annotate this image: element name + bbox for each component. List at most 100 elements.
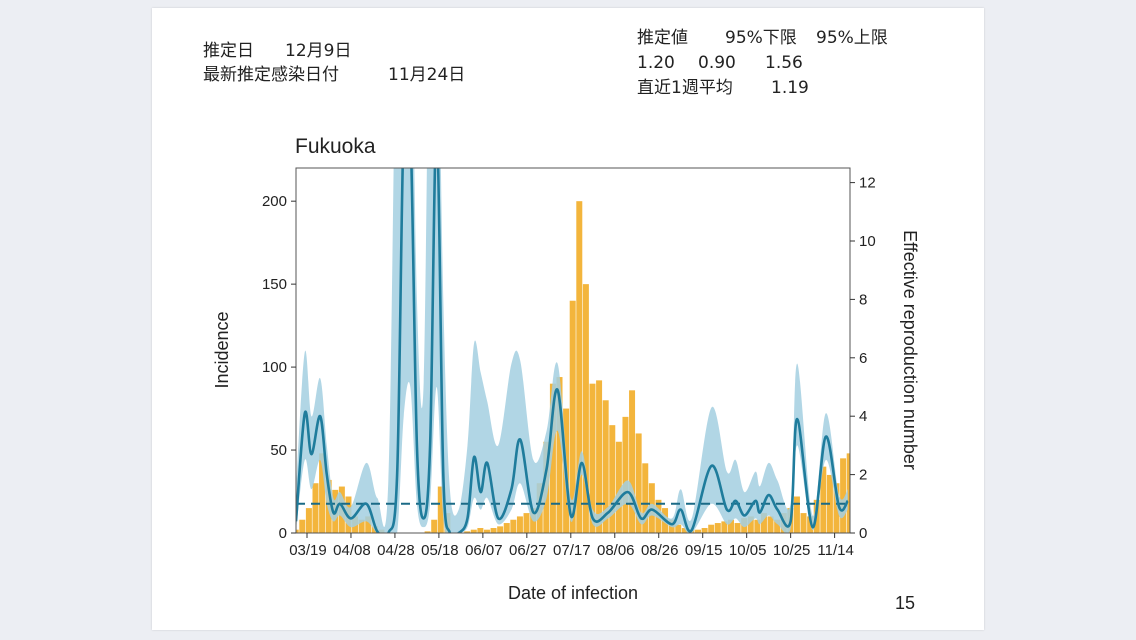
incidence-bar <box>305 508 312 533</box>
col-estimate-label: 推定値 <box>637 28 688 48</box>
incidence-bar <box>483 529 490 533</box>
y2-tick-label: 10 <box>859 233 876 250</box>
x-tick-label: 08/26 <box>641 542 679 559</box>
x-tick-label: 03/19 <box>289 542 327 559</box>
y-axis-label: Incidence <box>212 311 232 388</box>
incidence-bar <box>760 513 767 533</box>
incidence-bar <box>477 528 484 533</box>
estimate-value: 1.20 <box>637 53 675 73</box>
incidence-bar <box>470 529 477 533</box>
x-tick-label: 11/14 <box>817 542 853 559</box>
x-tick-label: 06/07 <box>465 542 503 559</box>
estimate-date-label: 推定日 <box>203 41 254 61</box>
incidence-bar <box>569 300 576 533</box>
y-tick-label: 50 <box>270 442 287 459</box>
incidence-bar <box>793 496 800 533</box>
x-tick-label: 04/08 <box>333 542 371 559</box>
incidence-bar <box>734 523 741 533</box>
col-upper-label: 95%上限 <box>816 28 888 48</box>
incidence-bar <box>596 380 603 533</box>
col-lower-label: 95%下限 <box>725 28 797 48</box>
incidence-bar <box>576 201 583 533</box>
latest-infection-label: 最新推定感染日付 <box>203 65 339 85</box>
incidence-bar <box>833 483 840 533</box>
y2-axis-label: Effective reproduction number <box>900 230 920 470</box>
incidence-bar <box>767 516 774 533</box>
incidence-bar <box>774 519 781 533</box>
incidence-bar <box>615 441 622 533</box>
incidence-bar <box>642 463 649 533</box>
x-tick-label: 09/15 <box>685 542 723 559</box>
plot-frame <box>295 167 851 534</box>
x-tick-label: 05/18 <box>421 542 459 559</box>
incidence-bar <box>523 513 530 533</box>
weekly-avg-label: 直近1週平均 <box>637 78 733 98</box>
upper-value: 1.56 <box>765 53 803 73</box>
latest-infection-date: 11月24日 <box>388 65 466 85</box>
incidence-bar <box>609 425 616 533</box>
incidence-bar <box>431 519 438 533</box>
incidence-bar <box>602 400 609 533</box>
incidence-bar <box>312 483 319 533</box>
incidence-bar <box>840 458 847 533</box>
y-tick-label: 200 <box>262 193 287 210</box>
incidence-bar <box>437 486 444 533</box>
incidence-bar <box>589 383 596 533</box>
incidence-bar <box>622 416 629 533</box>
x-tick-label: 10/05 <box>729 542 767 559</box>
incidence-bar <box>503 523 510 533</box>
incidence-bar <box>708 524 715 533</box>
incidence-bar <box>464 531 471 533</box>
incidence-bar <box>701 528 708 533</box>
incidence-bar <box>754 519 761 533</box>
y-tick-label: 150 <box>262 276 287 293</box>
incidence-bar <box>516 516 523 533</box>
rt-line <box>296 168 849 533</box>
y2-tick-label: 4 <box>859 408 867 425</box>
incidence-bar <box>820 466 827 533</box>
x-axis-label: Date of infection <box>508 583 638 603</box>
y2-tick-label: 12 <box>859 175 876 192</box>
incidence-bar <box>296 529 299 533</box>
incidence-bar <box>497 526 504 533</box>
estimate-date: 12月9日 <box>285 41 352 61</box>
incidence-bar <box>319 453 326 533</box>
lower-value: 0.90 <box>698 53 736 73</box>
incidence-bar <box>635 433 642 533</box>
incidence-bar <box>727 519 734 533</box>
page-number: 15 <box>895 593 916 613</box>
incidence-bar <box>807 516 814 533</box>
incidence-bar <box>721 521 728 533</box>
y-tick-label: 0 <box>279 525 287 542</box>
incidence-bar <box>695 529 702 533</box>
chart-title: Fukuoka <box>295 135 376 158</box>
incidence-bar <box>490 528 497 533</box>
incidence-bar <box>675 524 682 533</box>
weekly-avg-value: 1.19 <box>771 78 809 98</box>
x-tick-label: 07/17 <box>553 542 591 559</box>
x-tick-label: 10/25 <box>773 542 811 559</box>
x-tick-label: 06/27 <box>509 542 547 559</box>
x-tick-label: 08/06 <box>597 542 635 559</box>
incidence-bar <box>714 523 721 533</box>
y2-tick-label: 0 <box>859 525 867 542</box>
incidence-bar <box>556 377 563 533</box>
incidence-bar <box>800 513 807 533</box>
y2-tick-label: 2 <box>859 467 867 484</box>
incidence-bar <box>510 519 517 533</box>
incidence-bar <box>582 284 589 533</box>
incidence-bar <box>846 453 850 533</box>
incidence-bar <box>681 528 688 533</box>
incidence-bar <box>365 516 372 533</box>
incidence-bar <box>424 531 431 533</box>
incidence-bar <box>299 519 306 533</box>
x-tick-label: 04/28 <box>377 542 415 559</box>
y-tick-label: 100 <box>262 359 287 376</box>
incidence-bar <box>358 519 365 533</box>
incidence-bar <box>549 383 556 533</box>
incidence-bar <box>629 390 636 533</box>
y2-tick-label: 8 <box>859 291 867 308</box>
y2-tick-label: 6 <box>859 350 867 367</box>
incidence-bar <box>747 516 754 533</box>
